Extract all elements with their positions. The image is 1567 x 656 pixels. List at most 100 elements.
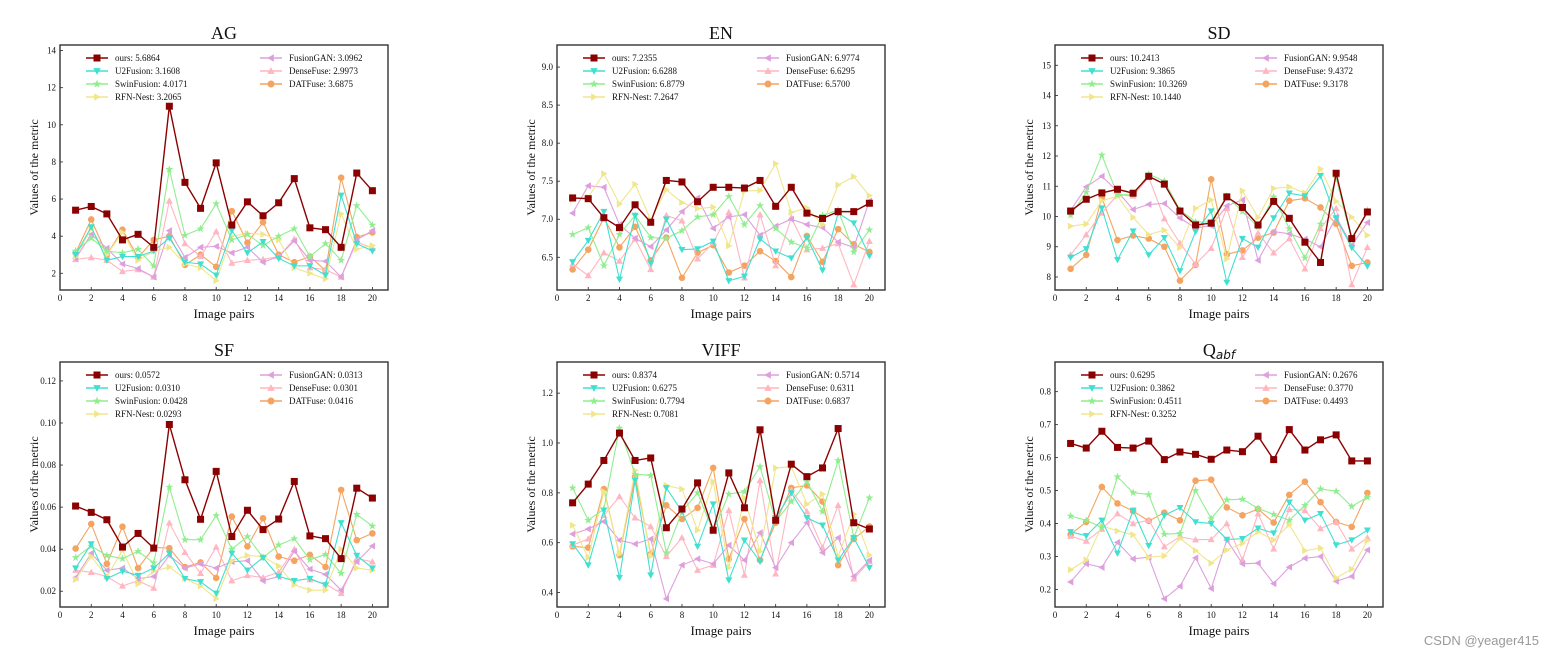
triangle-up-marker (1145, 516, 1153, 523)
triangle-right-marker (1177, 244, 1184, 252)
square-marker (1254, 432, 1262, 440)
triangle-right-marker (1192, 204, 1200, 212)
triangle-up-marker (631, 514, 639, 521)
square-marker (1113, 443, 1121, 451)
square-marker (337, 243, 345, 251)
star-marker (1160, 529, 1169, 538)
triangle-right-marker (1286, 183, 1293, 191)
star-marker (1254, 504, 1263, 512)
triangle-down-marker (275, 573, 283, 581)
x-tick-label: 14 (274, 610, 284, 620)
triangle-right-marker (1270, 184, 1278, 192)
square-marker (803, 209, 811, 217)
square-marker (212, 467, 220, 475)
triangle-left-marker (181, 564, 188, 572)
series-datfuse (569, 214, 873, 282)
legend-item-fusiongan: FusionGAN: 9.9548 (1255, 53, 1358, 63)
circle-marker (166, 544, 173, 552)
triangle-up-marker (1348, 545, 1356, 552)
triangle-left-marker (259, 258, 266, 266)
triangle-right-marker (1208, 196, 1215, 204)
triangle-right-marker (694, 526, 702, 534)
triangle-left-marker (1098, 172, 1105, 180)
triangle-right-marker (1239, 539, 1247, 547)
chart-title-subscript: abf (1216, 348, 1237, 362)
series-fusiongan (1067, 536, 1371, 603)
circle-marker (87, 216, 95, 223)
square-marker (103, 210, 111, 218)
triangle-left-marker (1145, 200, 1152, 208)
triangle-up-marker (212, 227, 220, 235)
y-tick-label: 12 (1042, 151, 1051, 161)
square-marker (709, 526, 717, 534)
triangle-down-marker (134, 572, 142, 580)
triangle-up-marker (1285, 505, 1293, 513)
square-marker (1207, 455, 1215, 463)
square-marker (1088, 54, 1096, 62)
chart-sd: SD Image pairs Values of the metric 0 2 4 6 8 10… (1022, 23, 1384, 321)
star-marker (196, 224, 205, 233)
triangle-up-marker (764, 67, 772, 74)
legend-label: DenseFuse: 0.6311 (786, 383, 855, 393)
star-marker (599, 261, 608, 270)
triangle-down-marker (212, 590, 220, 597)
legend-label: RFN-Nest: 0.3252 (1110, 409, 1177, 419)
star-marker (709, 210, 718, 219)
triangle-down-marker (290, 578, 298, 585)
triangle-down-marker (306, 575, 314, 583)
star-marker (802, 243, 811, 252)
triangle-down-marker (1317, 172, 1325, 180)
watermark: CSDN @yeager415 (1423, 633, 1539, 648)
x-tick-label: 16 (802, 293, 812, 303)
legend-label: SwinFusion: 10.3269 (1110, 79, 1188, 89)
triangle-up-marker (756, 211, 764, 218)
square-marker (819, 214, 827, 222)
triangle-up-marker (1082, 537, 1090, 544)
star-marker (92, 79, 102, 88)
x-tick-label: 16 (802, 610, 812, 620)
y-tick-label: 1.2 (542, 388, 553, 398)
x-tick-label: 2 (1084, 293, 1089, 303)
triangle-left-marker (1262, 371, 1269, 379)
triangle-down-marker (1363, 527, 1371, 534)
chart-qabf: Qabf Image pairs Values of the metric 0 2 4 6 8… (1022, 340, 1384, 638)
legend-label: RFN-Nest: 3.2065 (115, 92, 182, 102)
circle-marker (678, 274, 686, 282)
triangle-right-marker (88, 553, 95, 561)
triangle-up-marker (772, 262, 780, 269)
legend-label: DenseFuse: 0.3770 (1284, 383, 1353, 393)
x-tick-label: 8 (183, 293, 188, 303)
x-tick-label: 6 (1146, 610, 1151, 620)
y-tick-label: 0.4 (542, 588, 554, 598)
x-tick-label: 12 (740, 610, 749, 620)
triangle-down-marker (337, 520, 345, 527)
triangle-down-marker (322, 272, 330, 279)
star-marker (1087, 79, 1097, 88)
triangle-up-marker (1270, 545, 1278, 552)
star-marker (1144, 490, 1153, 498)
triangle-right-marker (166, 243, 173, 251)
circle-marker (764, 397, 772, 405)
triangle-right-marker (1083, 220, 1090, 228)
y-tick-label: 15 (1042, 60, 1052, 70)
triangle-down-marker (103, 575, 111, 583)
square-marker (819, 464, 827, 472)
square-marker (368, 494, 376, 502)
series-ours (569, 176, 873, 232)
triangle-left-marker (243, 243, 251, 251)
triangle-up-marker (756, 476, 764, 484)
triangle-left-marker (818, 549, 826, 557)
triangle-down-marker (1207, 208, 1215, 215)
triangle-right-marker (835, 181, 842, 189)
star-marker (1082, 516, 1091, 524)
triangle-left-marker (772, 564, 779, 572)
square-marker (322, 535, 330, 543)
x-axis-label: Image pairs (1188, 623, 1249, 638)
star-marker (740, 487, 749, 495)
triangle-left-marker (725, 213, 732, 221)
triangle-up-marker (834, 501, 842, 509)
triangle-up-marker (600, 249, 608, 256)
triangle-up-marker (1067, 532, 1075, 539)
star-marker (227, 544, 236, 553)
y-axis-label: Values of the metric (27, 119, 41, 215)
